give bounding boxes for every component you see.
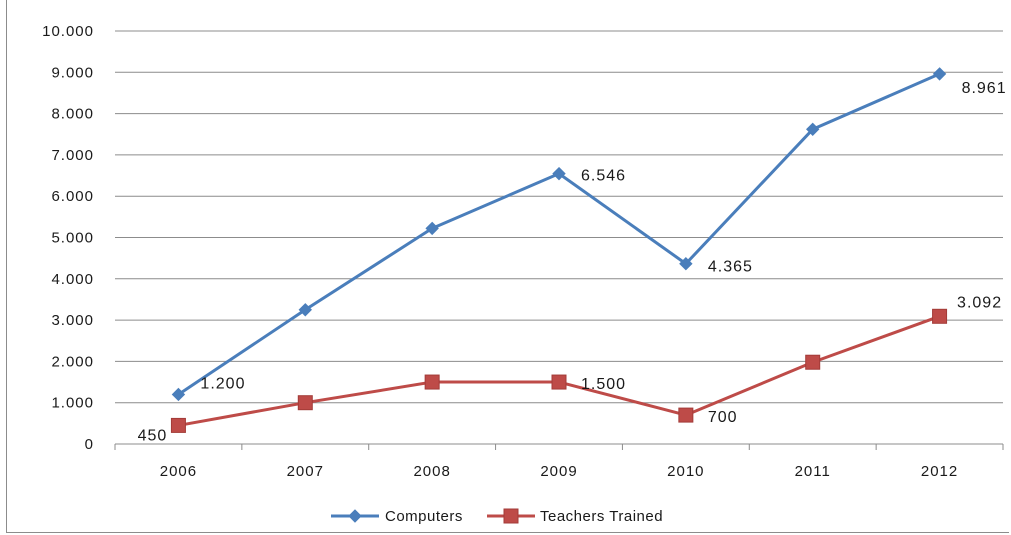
y-tick-label: 7.000: [51, 147, 94, 164]
data-point: [297, 395, 313, 411]
y-tick-label: 6.000: [51, 188, 94, 205]
data-label: 700: [708, 409, 738, 426]
x-tick-label: 2006: [160, 463, 197, 480]
data-point: [678, 407, 694, 423]
data-label: 3.092: [957, 294, 1002, 311]
y-tick-label: 4.000: [51, 271, 94, 288]
x-tick-label: 2010: [667, 463, 704, 480]
y-tick-label: 0: [85, 436, 94, 453]
y-tick-label: 10.000: [42, 23, 94, 40]
legend-marker: [503, 508, 519, 524]
data-point: [298, 303, 312, 317]
chart-frame: [6, 0, 1009, 533]
x-tick-label: 2012: [921, 463, 958, 480]
y-tick-label: 3.000: [51, 312, 94, 329]
y-tick-label: 2.000: [51, 353, 94, 370]
series-line-teachers-trained: [178, 314, 941, 427]
series-line-computers: [177, 72, 941, 396]
data-point: [171, 387, 186, 402]
x-tick-label: 2009: [540, 463, 577, 480]
legend-label: Teachers Trained: [540, 508, 663, 525]
data-label: 4.365: [708, 259, 753, 276]
data-label: 6.546: [581, 168, 626, 185]
y-tick-label: 5.000: [51, 230, 94, 247]
data-label: 450: [138, 427, 168, 444]
legend-marker: [348, 509, 362, 523]
data-label: 1.200: [200, 375, 245, 392]
data-point: [932, 308, 948, 324]
data-point: [932, 67, 947, 81]
data-point: [805, 354, 821, 370]
data-label: 1.500: [581, 376, 626, 393]
y-tick-label: 1.000: [51, 395, 94, 412]
data-label: 8.961: [962, 80, 1007, 97]
x-tick-label: 2011: [795, 463, 831, 480]
x-tick-label: 2008: [413, 463, 450, 480]
data-point: [806, 122, 820, 137]
data-point: [424, 374, 440, 390]
x-tick-label: 2007: [287, 463, 324, 480]
y-tick-label: 9.000: [51, 64, 94, 81]
data-point: [551, 374, 567, 390]
data-point: [552, 166, 566, 181]
legend-label: Computers: [385, 508, 463, 525]
data-point: [170, 417, 186, 433]
data-point: [679, 257, 693, 271]
data-point: [425, 221, 439, 236]
y-tick-label: 8.000: [51, 106, 94, 123]
